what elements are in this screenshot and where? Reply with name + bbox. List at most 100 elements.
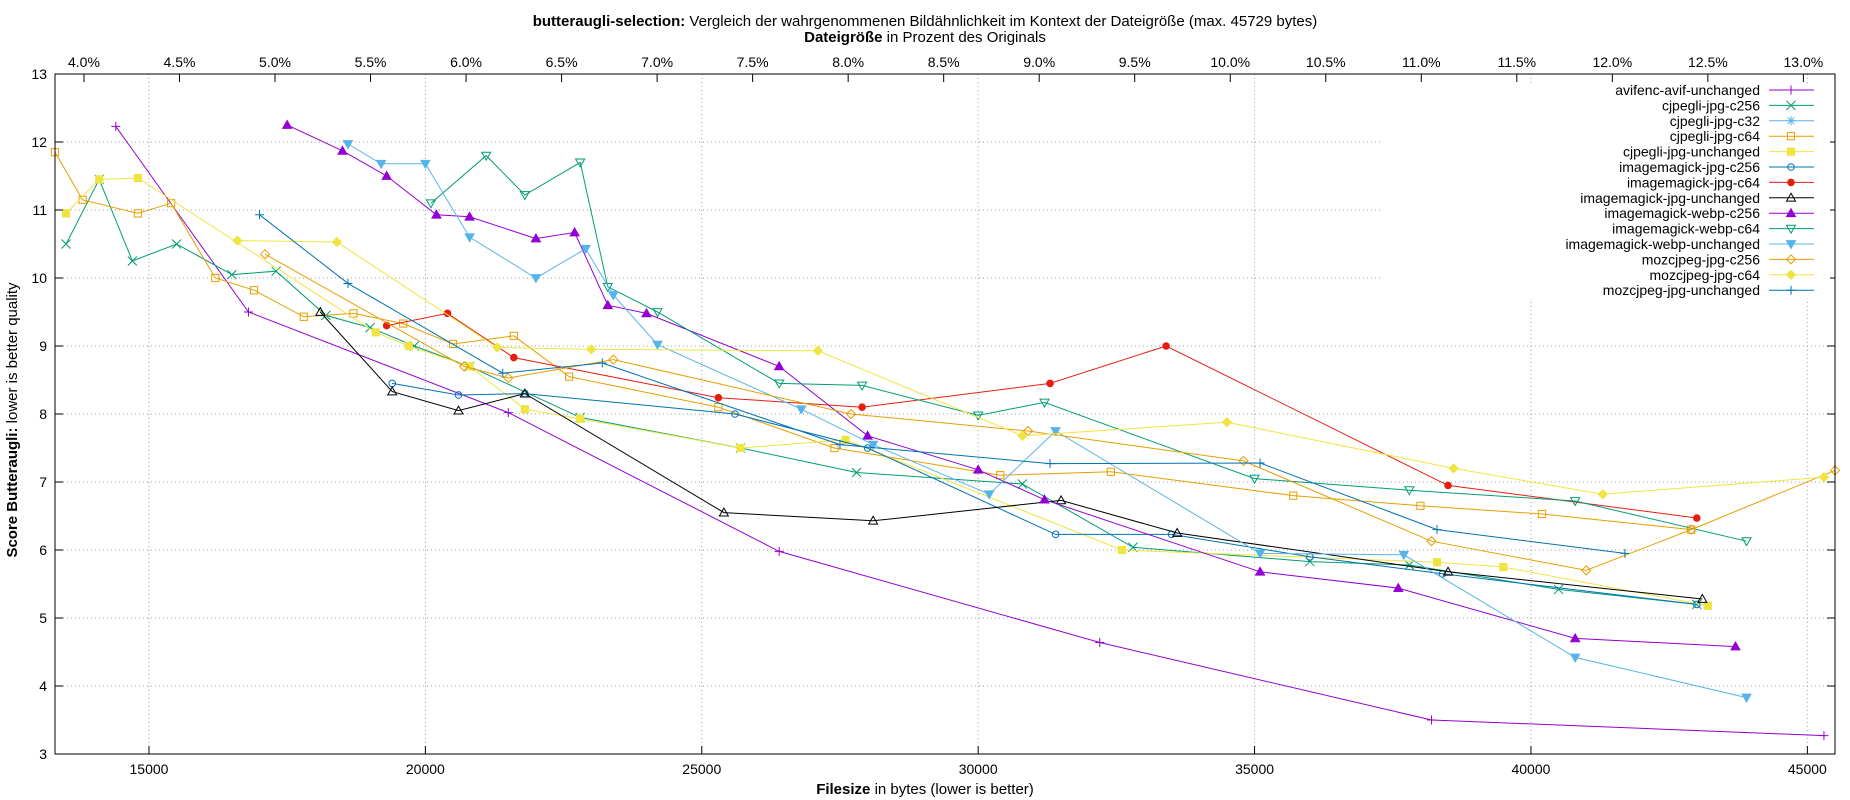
- data-point: [510, 353, 518, 362]
- data-point: [386, 386, 398, 396]
- data-point: [1426, 715, 1436, 725]
- legend-entry: avifenc-avif-unchanged: [1380, 82, 1830, 99]
- data-point: [773, 360, 785, 371]
- data-point: [1442, 566, 1454, 576]
- data-point: [1693, 514, 1701, 522]
- data-point: [271, 266, 281, 277]
- y-tick-label: 11: [32, 202, 47, 218]
- data-point: [1818, 472, 1830, 483]
- data-point: [845, 408, 857, 420]
- data-point: [1693, 600, 1701, 609]
- data-point: [1597, 489, 1609, 500]
- x2-tick-label: 5.5%: [355, 54, 387, 70]
- data-point: [404, 341, 413, 351]
- legend-entry: cjpegli-jpg-c256: [1380, 97, 1830, 114]
- data-point: [1162, 342, 1170, 350]
- legend-marker: [1786, 132, 1796, 141]
- data-point: [1117, 545, 1126, 555]
- x2-tick-label: 7.5%: [737, 54, 769, 70]
- data-point: [996, 471, 1005, 480]
- data-point: [602, 282, 614, 293]
- data-point: [718, 507, 730, 517]
- series-cjpegli-jpg-unchanged: [61, 173, 1712, 610]
- y-tick-label: 12: [31, 134, 47, 150]
- data-point: [773, 379, 785, 389]
- data-point: [342, 140, 354, 150]
- legend-background: [1380, 129, 1830, 145]
- data-point: [520, 405, 529, 414]
- legend-label: imagemagick-webp-c64: [1612, 221, 1760, 237]
- data-point: [1171, 527, 1183, 537]
- x2-axis-label: Dateigröße in Prozent des Originals: [804, 29, 1046, 46]
- legend-label: imagemagick-jpg-unchanged: [1580, 190, 1760, 206]
- data-point: [519, 388, 531, 398]
- data-point: [314, 306, 326, 316]
- data-point: [431, 209, 442, 219]
- legend-label: mozcjpeg-jpg-c256: [1642, 251, 1760, 267]
- y-tick-label: 10: [31, 270, 47, 286]
- data-point: [1017, 479, 1028, 489]
- x2-tick-label: 6.0%: [450, 54, 482, 70]
- legend-marker: [1786, 285, 1796, 295]
- x2-tick-label: 5.0%: [259, 54, 291, 70]
- x2-tick-label: 10.5%: [1306, 54, 1346, 70]
- data-point: [1741, 693, 1752, 704]
- legend-entry: mozcjpeg-jpg-unchanged: [1380, 282, 1830, 299]
- data-point: [95, 175, 104, 184]
- x2-tick-label: 12.5%: [1688, 54, 1728, 70]
- data-point: [812, 345, 824, 356]
- data-point: [1730, 641, 1741, 651]
- data-point: [255, 210, 265, 220]
- data-point: [1686, 524, 1697, 535]
- series-imagemagick-webp-c64: [425, 151, 1752, 547]
- data-point: [1055, 494, 1067, 505]
- legend-background: [1380, 175, 1830, 191]
- data-point: [458, 361, 470, 372]
- series-mozcjpeg-jpg-unchanged: [255, 210, 1630, 558]
- data-point: [795, 405, 807, 415]
- data-point: [111, 121, 121, 131]
- legend-marker: [1785, 224, 1797, 235]
- data-point: [1255, 458, 1265, 468]
- legend-label: mozcjpeg-jpg-c64: [1650, 267, 1761, 283]
- data-point: [492, 342, 503, 353]
- y-tick-label: 5: [39, 610, 47, 626]
- data-point: [133, 173, 143, 183]
- legend-label: cjpegli-jpg-unchanged: [1623, 144, 1760, 160]
- data-point: [349, 309, 358, 318]
- legend-entry: imagemagick-jpg-c256: [1380, 159, 1830, 176]
- data-point: [61, 209, 71, 218]
- series-imagemagick-jpg-c64: [382, 309, 1701, 522]
- series-line: [65, 177, 1708, 607]
- data-point: [1819, 731, 1829, 741]
- legend-marker: [1785, 192, 1797, 202]
- legend-label: imagemagick-jpg-c256: [1619, 159, 1760, 175]
- data-point: [464, 211, 475, 221]
- x2-tick-label: 8.5%: [928, 54, 960, 70]
- data-point: [454, 391, 463, 399]
- data-point: [736, 443, 745, 453]
- legend-entry: imagemagick-webp-unchanged: [1380, 236, 1830, 253]
- legend-label: mozcjpeg-jpg-unchanged: [1603, 282, 1760, 298]
- data-point: [509, 331, 518, 340]
- axis-ticks: 3 4 5 6 7 8 9 10 11 12 13 15000 20000 25000 30000 35000…: [31, 54, 1835, 777]
- data-point: [1249, 474, 1260, 485]
- data-point: [1017, 430, 1028, 441]
- legend-marker: [1786, 147, 1796, 156]
- y-tick-label: 3: [39, 746, 47, 762]
- legend-background: [1380, 144, 1830, 160]
- legend-entry: imagemagick-webp-c64: [1380, 221, 1830, 237]
- x-axis-label: Filesize in bytes (lower is better): [816, 781, 1034, 798]
- data-point: [1432, 525, 1442, 535]
- data-point: [1254, 566, 1266, 576]
- data-point: [1696, 593, 1708, 603]
- data-point: [133, 209, 143, 218]
- x-tick-label: 30000: [959, 761, 998, 777]
- x-tick-label: 25000: [682, 761, 721, 777]
- data-point: [576, 414, 585, 423]
- y-axis-label-rest: lower is better quality: [4, 282, 21, 423]
- legend-marker: [1785, 240, 1797, 250]
- data-point: [232, 235, 243, 246]
- data-point: [371, 328, 380, 337]
